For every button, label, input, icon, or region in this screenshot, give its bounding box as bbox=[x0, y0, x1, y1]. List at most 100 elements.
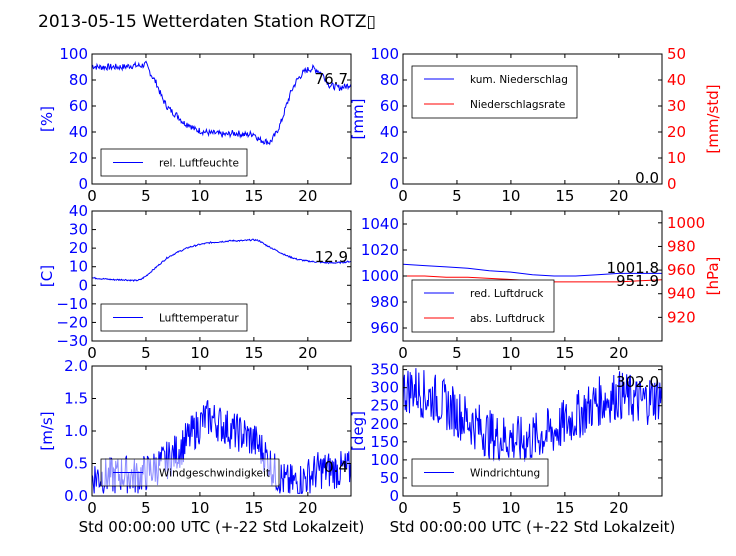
y-tick-label: 0.0 bbox=[64, 487, 88, 505]
x-tick-label: 10 bbox=[501, 344, 520, 362]
y-tick-label: −20 bbox=[56, 313, 88, 331]
y-tick-label: 100 bbox=[59, 45, 88, 63]
y2-tick-label: 920 bbox=[667, 308, 696, 326]
series-line-humidity-0 bbox=[92, 60, 351, 146]
x-tick-label: 0 bbox=[398, 344, 408, 362]
y-tick-label: 50 bbox=[380, 469, 399, 487]
legend: rel. Luftfeuchte bbox=[100, 148, 248, 177]
figure-title: 2013-05-15 Wetterdaten Station ROTZ▯ bbox=[38, 12, 376, 32]
y-axis-label: [deg] bbox=[349, 411, 367, 451]
last-value-label: 951.9 bbox=[616, 272, 659, 290]
last-value-label: 76.7 bbox=[315, 70, 348, 88]
legend-label: Windgeschwindigkeit bbox=[159, 468, 270, 480]
y-tick-label: 20 bbox=[69, 149, 88, 167]
y2-tick-label: 30 bbox=[667, 97, 686, 115]
series-line-temperature-0 bbox=[92, 238, 351, 283]
legend: Lufttemperatur bbox=[100, 303, 248, 332]
y2-axis-label: [mm/std] bbox=[704, 84, 722, 153]
panel-rain: 0 5 10 15 20 0 20 40 60 80 100 0 10 20 30 40 50 [mm] [mm/s… bbox=[349, 45, 722, 205]
x-tick-label: 15 bbox=[555, 344, 574, 362]
y-tick-label: 0.5 bbox=[64, 455, 88, 473]
x-tick-label: 5 bbox=[141, 344, 151, 362]
y-tick-label: 2.0 bbox=[64, 357, 88, 375]
y-tick-label: 0 bbox=[389, 487, 399, 505]
legend: Windrichtung bbox=[411, 458, 549, 487]
legend: Windgeschwindigkeit bbox=[100, 458, 280, 487]
x-axis-label: Std 00:00:00 UTC (+-22 Std Lokalzeit) bbox=[79, 518, 365, 536]
x-tick-label: 0 bbox=[398, 187, 408, 205]
y2-tick-label: 960 bbox=[667, 261, 696, 279]
plot-area bbox=[92, 60, 351, 146]
x-tick-label: 15 bbox=[555, 187, 574, 205]
x-tick-label: 5 bbox=[452, 499, 462, 517]
y-axis-label: [%] bbox=[38, 106, 56, 132]
plot-area bbox=[92, 399, 351, 494]
y-tick-label: 200 bbox=[370, 415, 399, 433]
y-tick-label: 30 bbox=[69, 221, 88, 239]
axes-frame bbox=[91, 210, 352, 342]
y-tick-label: −30 bbox=[56, 332, 88, 350]
y-tick-label: 1.5 bbox=[64, 390, 88, 408]
y2-tick-label: 980 bbox=[667, 237, 696, 255]
y-tick-label: 1.0 bbox=[64, 422, 88, 440]
series-line-pressure-0 bbox=[403, 263, 662, 277]
x-axis-label: Std 00:00:00 UTC (+-22 Std Lokalzeit) bbox=[390, 518, 676, 536]
y-axis-label: [m/s] bbox=[38, 411, 56, 450]
x-tick-label: 15 bbox=[244, 499, 263, 517]
y-tick-label: 960 bbox=[370, 319, 399, 337]
y-axis-label: [C] bbox=[38, 265, 56, 287]
x-tick-label: 15 bbox=[244, 344, 263, 362]
legend-box bbox=[411, 279, 555, 333]
last-value-label: 302.0 bbox=[616, 373, 659, 391]
legend-box bbox=[411, 65, 578, 119]
y-tick-label: 150 bbox=[370, 433, 399, 451]
last-value-label: 1001.8 bbox=[607, 259, 660, 277]
legend: kum. Niederschlag Niederschlagsrate bbox=[411, 65, 578, 119]
x-tick-label: 20 bbox=[298, 187, 317, 205]
y-tick-label: −10 bbox=[56, 295, 88, 313]
y2-tick-label: 50 bbox=[667, 45, 686, 63]
x-tick-label: 20 bbox=[609, 187, 628, 205]
plot-area bbox=[92, 238, 351, 283]
y2-tick-label: 10 bbox=[667, 149, 686, 167]
y-tick-label: 1000 bbox=[361, 267, 399, 285]
last-value-label: 0.4 bbox=[324, 458, 348, 476]
panel-windspeed: 0 5 10 15 20 0.0 0.5 1.0 1.5 2.0 [m/s] Std 00:00:00… bbox=[38, 357, 364, 536]
axes-frame bbox=[402, 53, 663, 185]
legend-label: red. Luftdruck bbox=[470, 288, 544, 300]
y-tick-label: 80 bbox=[69, 71, 88, 89]
x-tick-label: 20 bbox=[298, 344, 317, 362]
legend-label: Lufttemperatur bbox=[159, 313, 239, 325]
y-tick-label: 60 bbox=[380, 97, 399, 115]
x-tick-label: 10 bbox=[190, 499, 209, 517]
x-tick-label: 10 bbox=[190, 344, 209, 362]
plot-area bbox=[403, 368, 662, 462]
x-tick-label: 20 bbox=[609, 499, 628, 517]
legend-label: abs. Luftdruck bbox=[470, 313, 546, 325]
last-value-label: 0.0 bbox=[635, 169, 659, 187]
x-tick-label: 20 bbox=[609, 344, 628, 362]
y-tick-label: 40 bbox=[69, 123, 88, 141]
x-tick-label: 10 bbox=[501, 499, 520, 517]
y-tick-label: 350 bbox=[370, 361, 399, 379]
axes-frame bbox=[91, 53, 352, 185]
x-tick-label: 5 bbox=[452, 187, 462, 205]
x-tick-label: 0 bbox=[398, 499, 408, 517]
y-tick-label: 60 bbox=[69, 97, 88, 115]
y2-tick-label: 1000 bbox=[667, 214, 705, 232]
x-tick-label: 5 bbox=[452, 344, 462, 362]
y-tick-label: 100 bbox=[370, 45, 399, 63]
y-tick-label: 1020 bbox=[361, 241, 399, 259]
series-line-winddir-0 bbox=[403, 368, 662, 462]
y-tick-label: 20 bbox=[69, 239, 88, 257]
last-value-label: 12.9 bbox=[315, 248, 348, 266]
y-tick-label: 0 bbox=[389, 175, 399, 193]
x-tick-label: 0 bbox=[87, 187, 97, 205]
y2-tick-label: 0 bbox=[667, 175, 677, 193]
y-tick-label: 20 bbox=[380, 149, 399, 167]
x-tick-label: 15 bbox=[244, 187, 263, 205]
